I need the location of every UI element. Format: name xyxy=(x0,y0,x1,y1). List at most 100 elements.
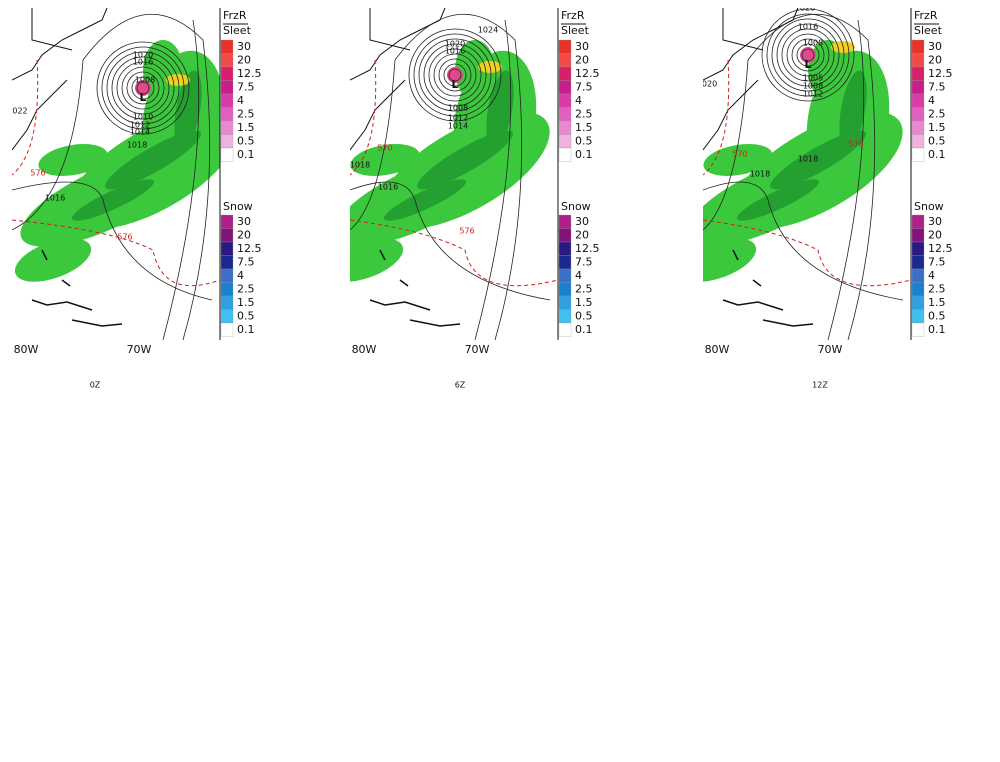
isobar-label: 1018 xyxy=(798,155,818,164)
legend-label: 2.5 xyxy=(928,108,946,121)
map: L102010161008101010121014101810160225765… xyxy=(12,8,220,340)
legend-label: 12.5 xyxy=(237,67,262,80)
legend-swatch xyxy=(558,107,572,122)
legend-swatch xyxy=(911,53,925,68)
legend-swatch xyxy=(220,295,234,310)
legend-swatch xyxy=(220,228,234,243)
legend-label: 7.5 xyxy=(575,81,593,94)
legend-label: 12.5 xyxy=(575,67,600,80)
legend-label: 1.5 xyxy=(928,296,946,309)
legend-label: 0.5 xyxy=(575,135,593,148)
legend-label: 4 xyxy=(928,94,935,107)
isobar-label: 1020 xyxy=(697,80,717,89)
legend-label: 1.5 xyxy=(575,296,593,309)
isobar-label: 1024 xyxy=(478,26,498,35)
low-marker: L xyxy=(804,58,811,71)
isobar-label: 1016 xyxy=(45,194,65,203)
legend-label: 2.5 xyxy=(237,108,255,121)
legend-swatch xyxy=(911,120,925,135)
legend-swatch xyxy=(220,39,234,54)
precip-heavy xyxy=(72,179,154,221)
isobar-label: 1016 xyxy=(798,23,818,32)
legend-label: 4 xyxy=(237,94,244,107)
legend-swatch xyxy=(220,134,234,149)
isobar-label: 1010 xyxy=(133,113,153,122)
precip-heavy xyxy=(384,179,466,221)
legend-label: 12.5 xyxy=(575,242,600,255)
legend-label: 7.5 xyxy=(928,81,946,94)
legend-label: 20 xyxy=(575,229,589,242)
isobar xyxy=(413,33,497,117)
legend-label: 7.5 xyxy=(237,81,255,94)
legend-label: 1.5 xyxy=(575,121,593,134)
isobar xyxy=(781,28,835,82)
map-panel: L102010161008101010121014101810160225765… xyxy=(12,8,262,390)
panel-caption: 6Z xyxy=(455,381,466,390)
isobar-label: 1005 xyxy=(803,74,823,83)
legend-label: 30 xyxy=(237,40,251,53)
legend-label: 0.1 xyxy=(575,148,593,161)
legend-swatch xyxy=(911,214,925,229)
isobar xyxy=(703,181,904,301)
legend-swatch xyxy=(558,120,572,135)
legend-swatch xyxy=(911,241,925,256)
legend-label: 30 xyxy=(575,215,589,228)
legend-swatch xyxy=(911,282,925,297)
lon-label: 80W xyxy=(352,343,377,356)
legend-swatch xyxy=(911,66,925,81)
thickness-label: 576 xyxy=(117,233,132,242)
legend-swatch xyxy=(558,66,572,81)
thickness-line xyxy=(12,59,220,287)
isobar-label: 1016 xyxy=(378,183,398,192)
isobar xyxy=(796,43,820,67)
legend-label: 2.5 xyxy=(575,283,593,296)
legend-title: Snow xyxy=(223,200,253,213)
legend-swatch xyxy=(220,309,234,324)
lon-label: 80W xyxy=(14,343,39,356)
isobar xyxy=(136,81,150,95)
lon-label: 80W xyxy=(705,343,730,356)
legend-label: 30 xyxy=(928,40,942,53)
legend-swatch xyxy=(220,120,234,135)
low-marker: L xyxy=(451,78,458,91)
isobar xyxy=(438,58,472,92)
legend-label: 0.1 xyxy=(928,323,946,336)
legend-swatch xyxy=(220,80,234,95)
legend-swatch xyxy=(558,255,572,270)
thickness-label: 576 xyxy=(459,227,474,236)
legend-label: 0.5 xyxy=(928,135,946,148)
isobar xyxy=(428,48,482,102)
lon-label: 70W xyxy=(465,343,490,356)
legend-swatch xyxy=(558,268,572,283)
legend-swatch xyxy=(220,255,234,270)
legend-swatch xyxy=(558,147,572,162)
legend-swatch xyxy=(558,295,572,310)
thickness-label: 570 xyxy=(377,144,392,153)
isobar xyxy=(423,43,487,107)
precip xyxy=(703,144,773,176)
isobar-label: 1012 xyxy=(130,121,150,130)
legend-swatch xyxy=(220,107,234,122)
isobar-label: 022 xyxy=(12,107,27,116)
legend-label: 1.5 xyxy=(237,296,255,309)
isobar xyxy=(350,181,551,301)
isobar xyxy=(448,68,462,82)
legend-label: 20 xyxy=(928,229,942,242)
isobar-label: 1008 xyxy=(448,104,468,113)
isobar-label: 1016 xyxy=(445,47,465,56)
isobar xyxy=(801,48,815,62)
isobar xyxy=(761,8,855,102)
map: L102010161008100510081012101810181020570… xyxy=(697,8,911,340)
legend-swatch xyxy=(558,214,572,229)
lon-label: 70W xyxy=(127,343,152,356)
legend-swatch xyxy=(220,282,234,297)
legend-swatch xyxy=(911,255,925,270)
isobar-label: 1012 xyxy=(448,114,468,123)
legend-label: 0.5 xyxy=(237,135,255,148)
legend-label: 1.5 xyxy=(237,121,255,134)
legend-swatch xyxy=(220,241,234,256)
panel-caption: 12Z xyxy=(812,381,828,390)
legend-label: 4 xyxy=(928,269,935,282)
legend-label: 7.5 xyxy=(237,256,255,269)
